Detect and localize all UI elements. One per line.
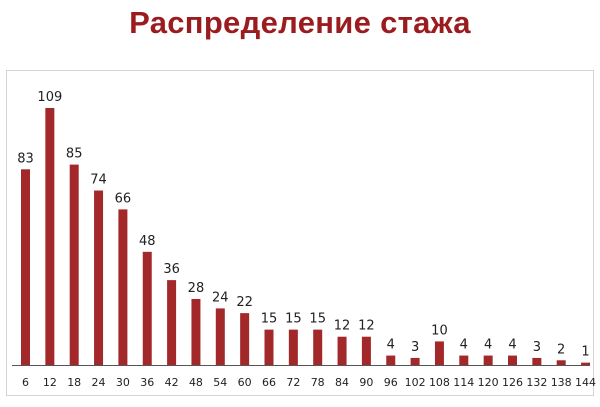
bar-132 (532, 357, 542, 365)
bar-42 (167, 280, 177, 365)
data-label-144: 1 (581, 345, 589, 360)
bar-24 (94, 190, 104, 365)
bar-78 (313, 329, 323, 365)
data-label-72: 15 (285, 312, 302, 327)
x-tick-label-84: 84 (335, 376, 349, 389)
x-tick-label-30: 30 (116, 376, 130, 389)
x-tick-label-18: 18 (67, 376, 81, 389)
x-tick-label-144: 144 (575, 376, 596, 389)
bar-48 (191, 298, 201, 365)
data-label-114: 4 (460, 338, 468, 353)
bar-18 (69, 164, 79, 365)
bar-126 (508, 355, 517, 365)
x-tick-label-60: 60 (238, 376, 252, 389)
bar-102 (410, 357, 420, 365)
data-label-126: 4 (508, 338, 516, 353)
bar-72 (288, 329, 298, 365)
x-tick-label-138: 138 (551, 376, 572, 389)
data-label-60: 22 (236, 295, 253, 310)
data-label-90: 12 (358, 319, 375, 334)
bar-84 (337, 336, 347, 365)
bar-96 (386, 355, 396, 365)
bar-90 (361, 336, 371, 365)
bar-30 (118, 209, 128, 365)
bar-6 (21, 169, 30, 365)
chart-frame (6, 70, 594, 396)
bar-144 (581, 362, 591, 365)
data-label-84: 12 (334, 319, 351, 334)
x-tick-label-12: 12 (43, 376, 57, 389)
x-tick-label-102: 102 (405, 376, 426, 389)
x-tick-label-96: 96 (384, 376, 398, 389)
bar-114 (459, 355, 469, 365)
bar-60 (240, 313, 250, 365)
data-label-36: 48 (139, 234, 156, 249)
data-label-96: 4 (387, 338, 395, 353)
bar-66 (264, 329, 274, 365)
bar-54 (215, 308, 225, 365)
data-label-132: 3 (533, 340, 541, 355)
x-tick-label-6: 6 (22, 376, 29, 389)
data-label-102: 3 (411, 340, 419, 355)
data-label-48: 28 (188, 281, 205, 296)
x-tick-label-66: 66 (262, 376, 276, 389)
x-tick-label-24: 24 (92, 376, 106, 389)
x-tick-label-90: 90 (359, 376, 373, 389)
x-tick-label-126: 126 (502, 376, 523, 389)
bar-36 (142, 251, 152, 365)
x-tick-label-108: 108 (429, 376, 450, 389)
data-label-12: 109 (37, 90, 62, 105)
chart-title: Распределение стажа (129, 5, 471, 40)
data-label-6: 83 (17, 151, 34, 166)
x-tick-label-36: 36 (140, 376, 154, 389)
x-tick-label-78: 78 (311, 376, 325, 389)
x-tick-label-48: 48 (189, 376, 203, 389)
bar-138 (556, 360, 566, 365)
data-label-138: 2 (557, 342, 565, 357)
x-tick-label-42: 42 (165, 376, 179, 389)
data-label-54: 24 (212, 290, 229, 305)
data-label-120: 4 (484, 338, 492, 353)
data-label-108: 10 (431, 323, 448, 338)
data-label-18: 85 (66, 147, 83, 162)
data-label-42: 36 (163, 262, 180, 277)
x-tick-label-114: 114 (453, 376, 474, 389)
bar-120 (483, 355, 493, 365)
data-label-24: 74 (90, 173, 107, 188)
bar-12 (45, 108, 55, 365)
bar-108 (434, 341, 444, 365)
x-tick-label-132: 132 (526, 376, 547, 389)
x-tick-label-72: 72 (286, 376, 300, 389)
data-label-78: 15 (309, 312, 326, 327)
x-tick-label-120: 120 (478, 376, 499, 389)
data-label-30: 66 (115, 191, 132, 206)
data-label-66: 15 (261, 312, 278, 327)
x-tick-label-54: 54 (213, 376, 227, 389)
